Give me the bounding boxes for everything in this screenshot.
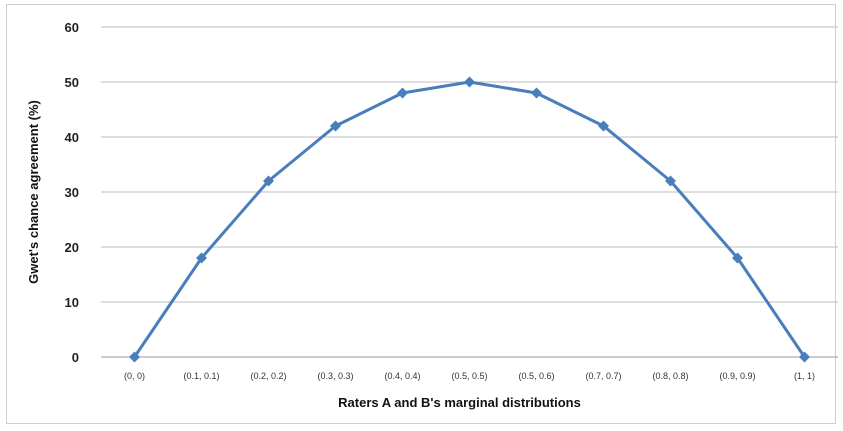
x-tick-label: (0.2, 0.2)	[250, 371, 286, 381]
series-line	[133, 80, 806, 358]
y-tick-label: 30	[65, 185, 79, 200]
data-point	[799, 351, 810, 363]
x-tick-label: (0, 0)	[124, 371, 145, 381]
data-point	[598, 120, 609, 132]
x-tick-label: (0.3, 0.3)	[317, 371, 353, 381]
data-point	[531, 87, 542, 99]
data-point	[129, 351, 140, 363]
gridlines	[101, 26, 838, 303]
data-point	[263, 175, 274, 187]
x-tick-label: (0.5, 0.5)	[451, 371, 487, 381]
x-tick-label: (0.1, 0.1)	[183, 371, 219, 381]
x-tick-label: (0.7, 0.7)	[585, 371, 621, 381]
y-tick-label: 50	[65, 75, 79, 90]
y-tick-label: 20	[65, 240, 79, 255]
y-tick-label: 0	[72, 350, 79, 365]
x-tick-label: (1, 1)	[794, 371, 815, 381]
data-point	[732, 252, 743, 264]
y-tick-label: 10	[65, 295, 79, 310]
x-tick-label: (0.9, 0.9)	[719, 371, 755, 381]
x-tick-label: (0.4, 0.4)	[384, 371, 420, 381]
y-axis-title: Gwet's chance agreement (%)	[26, 100, 41, 284]
data-point	[464, 76, 475, 88]
y-tick-label: 60	[65, 20, 79, 35]
data-point	[330, 120, 341, 132]
data-point-markers	[129, 76, 810, 363]
data-point	[397, 87, 408, 99]
y-tick-label: 40	[65, 130, 79, 145]
y-tick-labels: 0 10 20 30 40 50 60	[65, 20, 79, 365]
x-tick-labels: (0, 0) (0.1, 0.1) (0.2, 0.2) (0.3, 0.3) (0.4…	[124, 371, 815, 381]
data-point	[196, 252, 207, 264]
x-tick-label: (0.8, 0.8)	[652, 371, 688, 381]
x-tick-label: (0.5, 0.6)	[518, 371, 554, 381]
x-axis-title: Raters A and B's marginal distributions	[338, 395, 581, 410]
data-point	[665, 175, 676, 187]
